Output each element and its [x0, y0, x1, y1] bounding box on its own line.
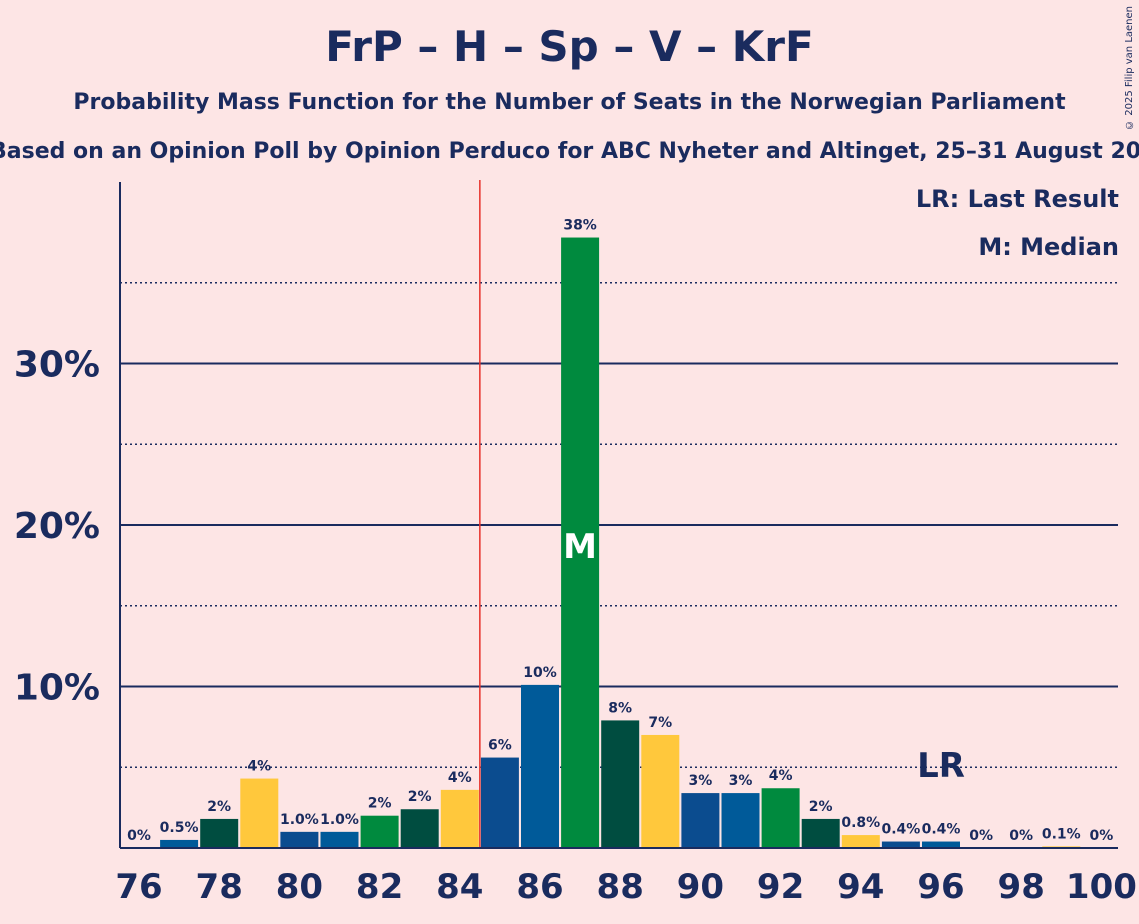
bar-value-label: 2% — [809, 799, 833, 815]
bar-seat-81 — [320, 831, 359, 848]
chart-source-line: Based on an Opinion Poll by Opinion Perd… — [0, 139, 1139, 164]
y-tick-label: 20% — [14, 506, 100, 547]
bar-seat-78 — [200, 818, 239, 848]
x-tick-label: 86 — [516, 867, 563, 907]
bar-seat-86 — [521, 684, 559, 848]
bar-value-label: 0.4% — [922, 822, 961, 838]
legend-median: M: Median — [978, 233, 1119, 261]
x-tick-label: 84 — [436, 867, 483, 907]
bar-seat-88 — [601, 720, 640, 848]
x-tick-label: 80 — [276, 867, 323, 907]
bar-value-label: 3% — [729, 773, 753, 789]
bar-value-label: 3% — [689, 773, 713, 789]
bar-value-label: 0% — [1009, 828, 1033, 844]
bar-value-label: 0.1% — [1042, 826, 1081, 842]
chart-subtitle: Probability Mass Function for the Number… — [73, 90, 1066, 115]
bar-seat-95 — [881, 841, 920, 848]
chart-title: FrP – H – Sp – V – KrF — [325, 22, 814, 71]
bar-value-label: 10% — [523, 665, 557, 681]
bar-seat-80 — [280, 831, 319, 848]
bar-value-label: 7% — [648, 715, 672, 731]
bar-value-label: 0% — [1090, 828, 1114, 844]
x-tick-label: 76 — [115, 867, 162, 907]
bar-value-label: 2% — [408, 789, 432, 805]
x-tick-label: 98 — [998, 867, 1045, 907]
median-marker: M — [563, 527, 597, 567]
y-tick-label: 30% — [14, 345, 100, 386]
bar-seat-84 — [440, 789, 479, 848]
bar-seat-94 — [841, 835, 880, 848]
bar-value-label: 0.5% — [160, 820, 199, 836]
bar-value-label: 2% — [207, 799, 231, 815]
bar-seat-82 — [360, 815, 399, 848]
bar-value-label: 4% — [247, 759, 271, 775]
bar-seat-96 — [922, 841, 960, 848]
bar-seat-90 — [681, 793, 720, 848]
bar-value-label: 38% — [563, 218, 597, 234]
y-tick-label: 10% — [14, 668, 100, 709]
bar-seat-77 — [160, 839, 199, 848]
x-tick-label: 96 — [917, 867, 964, 907]
x-tick-label: 82 — [356, 867, 403, 907]
bar-seat-83 — [400, 809, 439, 848]
bar-value-label: 0% — [127, 828, 151, 844]
bar-seat-89 — [641, 734, 680, 848]
x-tick-label: 90 — [677, 867, 724, 907]
bar-value-label: 2% — [368, 796, 392, 812]
last-result-marker: LR — [917, 746, 965, 786]
bar-seat-92 — [761, 788, 800, 848]
bar-seat-93 — [801, 818, 840, 848]
bar-value-label: 8% — [608, 700, 632, 716]
bar-value-label: 1.0% — [280, 812, 319, 828]
x-tick-label: 94 — [837, 867, 884, 907]
bar-seat-87 — [561, 237, 600, 848]
bar-value-label: 0% — [969, 828, 993, 844]
x-tick-label: 100 — [1066, 867, 1137, 907]
bar-seat-79 — [240, 778, 279, 848]
x-tick-label: 88 — [597, 867, 644, 907]
x-tick-label: 78 — [196, 867, 243, 907]
bar-value-label: 1.0% — [320, 812, 359, 828]
x-tick-label: 92 — [757, 867, 804, 907]
bar-value-label: 4% — [769, 768, 793, 784]
bar-seat-91 — [721, 793, 760, 848]
bar-value-label: 0.8% — [841, 815, 880, 831]
bar-seat-85 — [480, 757, 519, 848]
bar-value-label: 4% — [448, 770, 472, 786]
bar-value-label: 6% — [488, 738, 512, 754]
legend-last-result: LR: Last Result — [915, 185, 1119, 213]
bar-value-label: 0.4% — [881, 822, 920, 838]
